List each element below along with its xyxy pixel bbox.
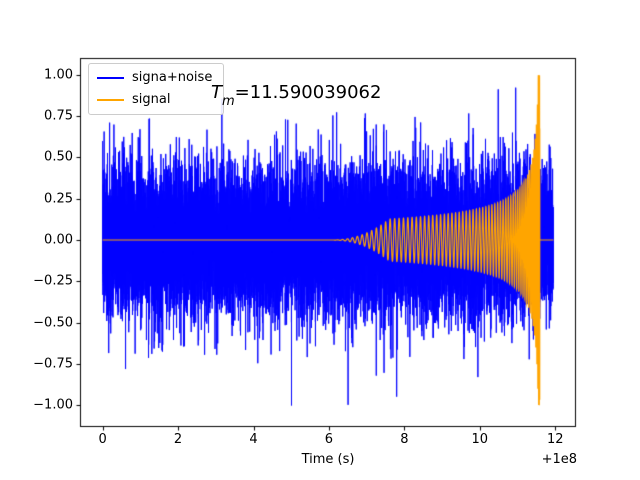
x-tick-label: 4	[249, 432, 258, 447]
y-tick-label: 0.00	[44, 232, 73, 248]
legend: signa+noise signal	[88, 63, 225, 115]
x-tick-label: 0	[98, 432, 107, 447]
x-axis-label: Time (s)	[301, 452, 355, 467]
y-tick-label: −0.75	[33, 356, 73, 372]
tm-value-text: =11.590039062	[234, 82, 382, 103]
legend-line-sample	[97, 76, 124, 79]
legend-line-sample	[97, 98, 124, 101]
x-tick-label: 12	[546, 432, 564, 447]
y-tick-label: −0.25	[33, 273, 73, 289]
y-tick-label: 0.25	[44, 191, 73, 207]
legend-entry-label: signa+noise	[132, 70, 213, 85]
legend-entry: signa+noise	[97, 71, 212, 84]
y-tick-label: −0.50	[33, 315, 73, 331]
x-tick-label: 6	[324, 432, 334, 447]
tm-annotation: Tm=11.590039062	[211, 82, 382, 109]
legend-entry-label: signal	[132, 92, 171, 107]
y-tick-label: 1.00	[44, 67, 73, 83]
tm-subscript: m	[222, 93, 235, 109]
legend-entry: signal	[97, 93, 212, 106]
x-tick-label: 10	[471, 432, 489, 447]
y-tick-label: 0.50	[44, 149, 73, 165]
y-tick-label: −1.00	[33, 397, 73, 413]
y-tick-label: 0.75	[44, 108, 73, 124]
tm-symbol: T	[211, 82, 222, 103]
x-axis-offset-text: +1e8	[541, 452, 577, 467]
x-tick-label: 2	[173, 432, 183, 447]
x-tick-label: 8	[400, 432, 409, 447]
